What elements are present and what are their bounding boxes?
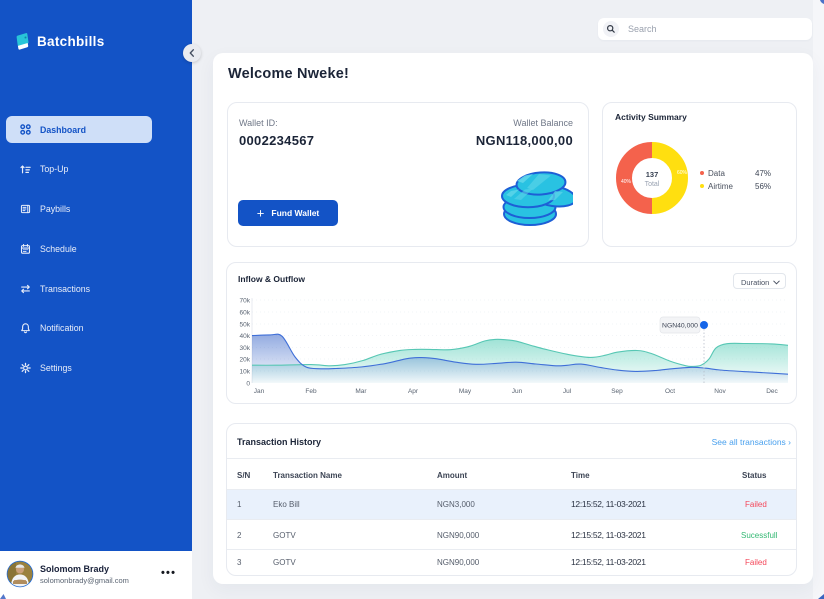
svg-text:Nov: Nov (714, 388, 726, 395)
svg-text:Jan: Jan (254, 388, 265, 395)
svg-text:NGN40,000: NGN40,000 (662, 323, 698, 330)
svg-text:70k: 70k (240, 298, 251, 305)
svg-text:30k: 30k (240, 345, 251, 352)
svg-text:20k: 20k (240, 357, 251, 364)
svg-text:Jul: Jul (563, 388, 572, 395)
svg-text:Dec: Dec (766, 388, 778, 395)
svg-text:40k: 40k (240, 333, 251, 340)
svg-text:50k: 50k (240, 322, 251, 329)
svg-text:Mar: Mar (355, 388, 367, 395)
svg-text:Jun: Jun (512, 388, 523, 395)
svg-text:60k: 60k (240, 310, 251, 317)
svg-text:May: May (459, 388, 472, 395)
svg-text:0: 0 (246, 381, 250, 388)
svg-text:10k: 10k (240, 369, 251, 376)
svg-text:Sep: Sep (611, 388, 623, 395)
svg-text:Oct: Oct (665, 388, 675, 395)
svg-text:60%: 60% (677, 170, 688, 176)
svg-text:40%: 40% (621, 179, 632, 185)
svg-text:Feb: Feb (305, 388, 317, 395)
svg-text:Apr: Apr (408, 388, 419, 395)
